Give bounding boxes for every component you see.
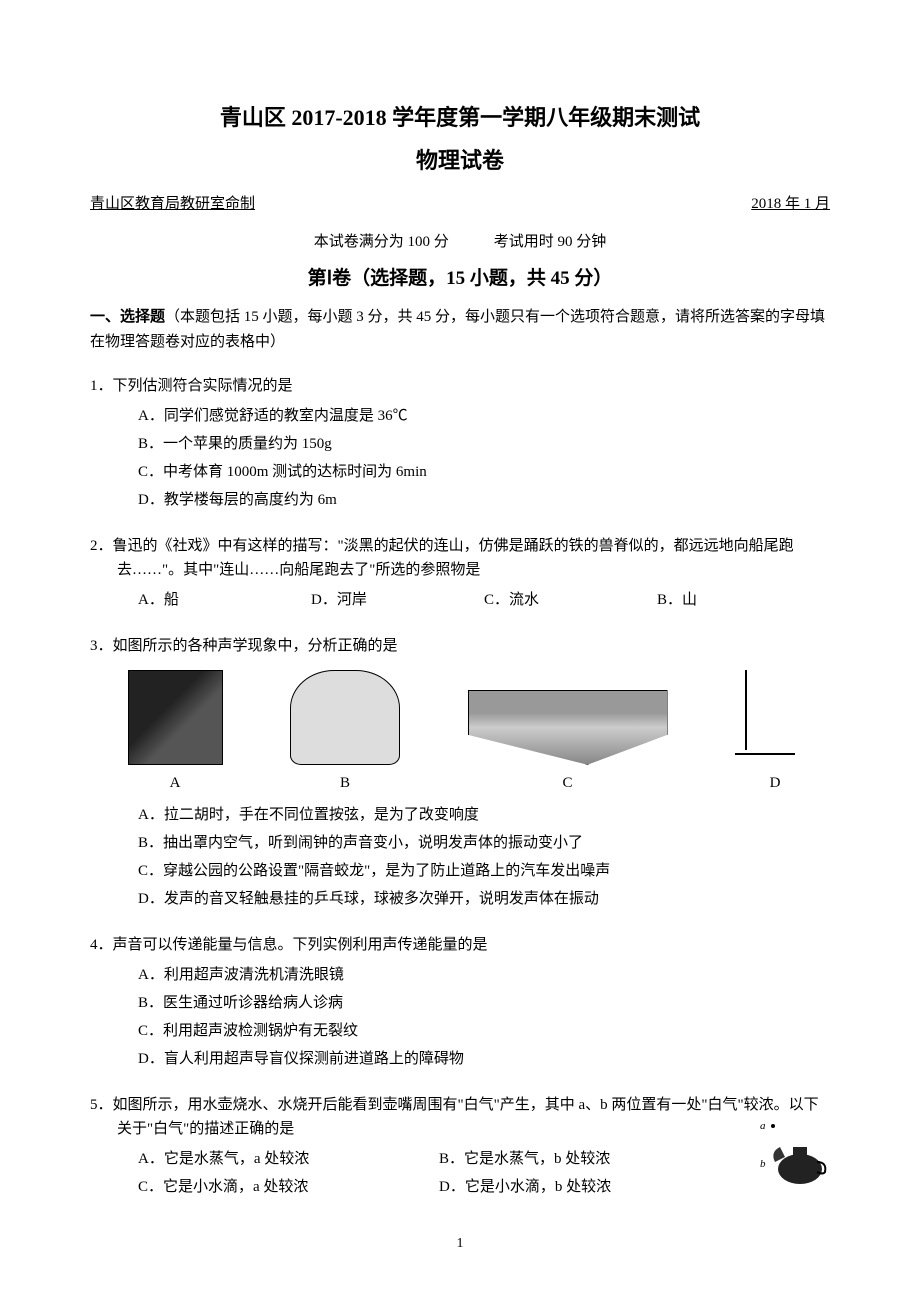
- q2-opt-c: C．流水: [484, 588, 657, 612]
- page-number: 1: [90, 1233, 830, 1255]
- q2-options: A．船 D．河岸 C．流水 B．山: [90, 588, 830, 612]
- section-1-title: 第Ⅰ卷（选择题，15 小题，共 45 分）: [90, 264, 830, 294]
- q1-opt-d: D．教学楼每层的高度约为 6m: [138, 488, 830, 512]
- kettle-label-a: a: [760, 1120, 766, 1132]
- q3-num: 3．: [90, 638, 113, 654]
- q3-label-b: B: [290, 771, 400, 795]
- question-4: 4．声音可以传递能量与信息。下列实例利用声传递能量的是 A．利用超声波清洗机清洗…: [90, 933, 830, 1071]
- instructions-body: （本题包括 15 小题，每小题 3 分，共 45 分，每小题只有一个选项符合题意…: [90, 309, 825, 351]
- q5-opt-d: D．它是小水滴，b 处较浓: [439, 1175, 740, 1199]
- q1-num: 1．: [90, 378, 113, 394]
- q5-stem: 5．如图所示，用水壶烧水、水烧开后能看到壶嘴周围有"白气"产生，其中 a、b 两…: [90, 1093, 830, 1141]
- q3-image-b: [290, 670, 400, 765]
- q2-opt-d: B．山: [657, 588, 830, 612]
- section-instructions: 一、选择题（本题包括 15 小题，每小题 3 分，共 45 分，每小题只有一个选…: [90, 305, 830, 356]
- q3-opt-d: D．发声的音叉轻触悬挂的乒乓球，球被多次弹开，说明发声体在振动: [138, 887, 830, 911]
- q4-num: 4．: [90, 937, 113, 953]
- q5-kettle-image: a b: [755, 1117, 830, 1187]
- q2-opt-a: A．船: [138, 588, 311, 612]
- kettle-icon: a b: [755, 1117, 830, 1187]
- q5-stem-text: 如图所示，用水壶烧水、水烧开后能看到壶嘴周围有"白气"产生，其中 a、b 两位置…: [113, 1097, 819, 1137]
- q3-label-c: C: [468, 771, 668, 795]
- q2-stem: 2．鲁迅的《社戏》中有这样的描写："淡黑的起伏的连山，仿佛是踊跃的铁的兽脊似的，…: [90, 534, 830, 582]
- header-underline-row: 青山区教育局教研室命制 2018 年 1 月: [90, 192, 830, 216]
- instructions-prefix: 一、选择题: [90, 309, 165, 325]
- q4-opt-a: A．利用超声波清洗机清洗眼镜: [138, 963, 830, 987]
- q3-image-c: [468, 690, 668, 765]
- q3-image-row: [90, 670, 830, 765]
- question-1: 1．下列估测符合实际情况的是 A．同学们感觉舒适的教室内温度是 36℃ B．一个…: [90, 374, 830, 512]
- q4-options: A．利用超声波清洗机清洗眼镜 B．医生通过听诊器给病人诊病 C．利用超声波检测锅…: [90, 963, 830, 1071]
- q1-opt-b: B．一个苹果的质量约为 150g: [138, 432, 830, 456]
- kettle-label-b: b: [760, 1158, 766, 1170]
- exam-title-sub: 物理试卷: [90, 143, 830, 178]
- q3-opt-b: B．抽出罩内空气，听到闹钟的声音变小，说明发声体的振动变小了: [138, 831, 830, 855]
- exam-date: 2018 年 1 月: [751, 192, 830, 216]
- issuer: 青山区教育局教研室命制: [90, 192, 255, 216]
- score-info: 本试卷满分为 100 分 考试用时 90 分钟: [90, 230, 830, 254]
- question-5: 5．如图所示，用水壶烧水、水烧开后能看到壶嘴周围有"白气"产生，其中 a、b 两…: [90, 1093, 830, 1203]
- question-3: 3．如图所示的各种声学现象中，分析正确的是 A B C D A．拉二胡时，手在不…: [90, 634, 830, 911]
- q1-opt-c: C．中考体育 1000m 测试的达标时间为 6min: [138, 460, 830, 484]
- q2-opt-b: D．河岸: [311, 588, 484, 612]
- q3-opt-a: A．拉二胡时，手在不同位置按弦，是为了改变响度: [138, 803, 830, 827]
- question-2: 2．鲁迅的《社戏》中有这样的描写："淡黑的起伏的连山，仿佛是踊跃的铁的兽脊似的，…: [90, 534, 830, 612]
- q2-stem-text: 鲁迅的《社戏》中有这样的描写："淡黑的起伏的连山，仿佛是踊跃的铁的兽脊似的，都远…: [113, 538, 794, 578]
- q3-image-a: [128, 670, 223, 765]
- q3-stem-text: 如图所示的各种声学现象中，分析正确的是: [113, 638, 398, 654]
- q2-num: 2．: [90, 538, 113, 554]
- q1-stem: 1．下列估测符合实际情况的是: [90, 374, 830, 398]
- q3-opt-c: C．穿越公园的公路设置"隔音蛟龙"，是为了防止道路上的汽车发出噪声: [138, 859, 830, 883]
- q5-opt-c: C．它是小水滴，a 处较浓: [138, 1175, 439, 1199]
- q5-opt-b: B．它是水蒸气，b 处较浓: [439, 1147, 740, 1171]
- q1-opt-a: A．同学们感觉舒适的教室内温度是 36℃: [138, 404, 830, 428]
- q4-opt-b: B．医生通过听诊器给病人诊病: [138, 991, 830, 1015]
- exam-title-main: 青山区 2017-2018 学年度第一学期八年级期末测试: [90, 100, 830, 135]
- q5-opt-a: A．它是水蒸气，a 处较浓: [138, 1147, 439, 1171]
- q1-stem-text: 下列估测符合实际情况的是: [113, 378, 293, 394]
- q3-label-a: A: [128, 771, 223, 795]
- q4-stem: 4．声音可以传递能量与信息。下列实例利用声传递能量的是: [90, 933, 830, 957]
- q3-image-labels: A B C D: [90, 771, 830, 795]
- q5-num: 5．: [90, 1097, 113, 1113]
- q5-options: A．它是水蒸气，a 处较浓 B．它是水蒸气，b 处较浓 C．它是小水滴，a 处较…: [90, 1147, 830, 1203]
- q3-label-d: D: [735, 771, 815, 795]
- q3-stem: 3．如图所示的各种声学现象中，分析正确的是: [90, 634, 830, 658]
- q4-stem-text: 声音可以传递能量与信息。下列实例利用声传递能量的是: [113, 937, 488, 953]
- q3-image-d: [735, 670, 815, 765]
- q4-opt-d: D．盲人利用超声导盲仪探测前进道路上的障碍物: [138, 1047, 830, 1071]
- q3-options: A．拉二胡时，手在不同位置按弦，是为了改变响度 B．抽出罩内空气，听到闹钟的声音…: [90, 803, 830, 911]
- q4-opt-c: C．利用超声波检测锅炉有无裂纹: [138, 1019, 830, 1043]
- q1-options: A．同学们感觉舒适的教室内温度是 36℃ B．一个苹果的质量约为 150g C．…: [90, 404, 830, 512]
